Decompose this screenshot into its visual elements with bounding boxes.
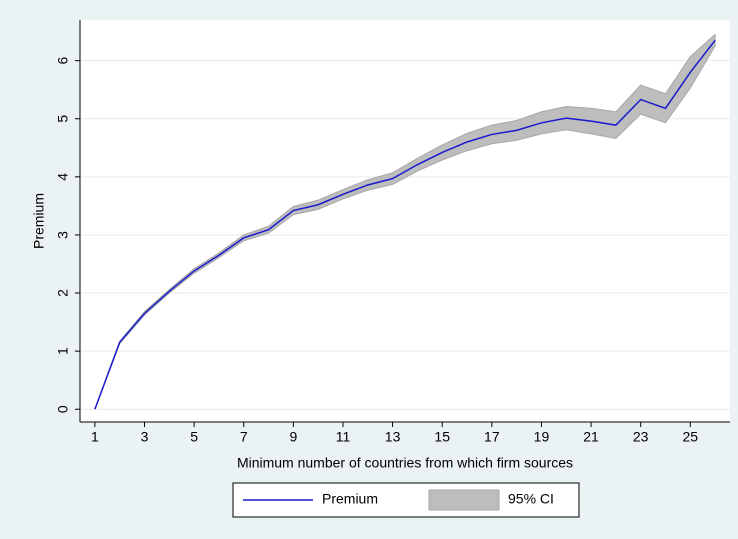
x-axis-title: Minimum number of countries from which f… [237,455,573,471]
legend-label: 95% CI [508,491,554,507]
x-tick-label: 13 [385,429,401,445]
x-tick-label: 19 [534,429,550,445]
y-tick-label: 4 [55,173,71,181]
x-tick-label: 11 [336,429,351,445]
x-tick-label: 25 [683,429,699,445]
plot-area [80,20,730,422]
series-line [94,39,716,410]
x-tick-label: 17 [484,429,500,445]
y-tick-label: 3 [55,231,71,239]
x-tick-label: 7 [240,429,248,445]
y-tick-label: 1 [55,347,71,355]
x-tick-label: 15 [434,429,450,445]
ci-band [94,33,716,410]
legend-label: Premium [322,491,378,507]
legend-swatch [428,489,500,511]
y-axis-title: Premium [31,193,47,249]
x-tick-label: 3 [141,429,149,445]
x-tick-label: 21 [583,429,599,445]
y-tick-label: 6 [55,57,71,65]
y-tick-label: 2 [55,289,71,297]
y-tick-label: 5 [55,115,71,123]
x-tick-label: 9 [289,429,297,445]
x-tick-label: 1 [91,429,99,445]
x-tick-label: 5 [190,429,198,445]
y-tick-label: 0 [55,405,71,413]
x-tick-label: 23 [633,429,649,445]
